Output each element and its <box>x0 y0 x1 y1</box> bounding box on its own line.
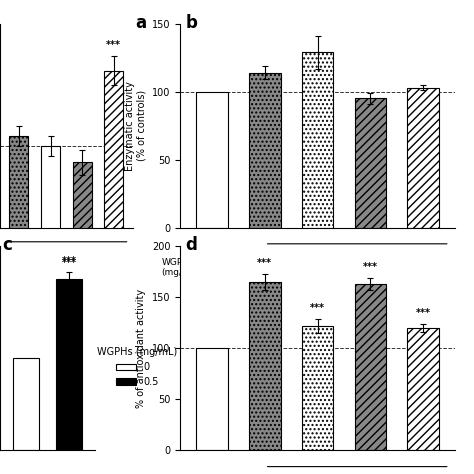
Text: ***: *** <box>62 256 76 266</box>
Text: 0.5: 0.5 <box>59 254 74 264</box>
Text: ***: *** <box>257 258 272 268</box>
Bar <box>13 358 39 450</box>
Bar <box>355 284 386 450</box>
Text: ***: *** <box>363 262 378 272</box>
Bar <box>104 71 123 350</box>
Legend: 0, 0.5: 0, 0.5 <box>93 344 182 391</box>
Bar <box>196 91 228 228</box>
Y-axis label: Enzymatic activity
(% of controls): Enzymatic activity (% of controls) <box>125 81 146 171</box>
Text: 0.5: 0.5 <box>337 258 352 268</box>
Y-axis label: % of antioxidant activity: % of antioxidant activity <box>137 289 146 408</box>
Text: WGPHs
(mg/mL): WGPHs (mg/mL) <box>162 258 200 277</box>
Bar <box>408 88 439 228</box>
Bar <box>408 328 439 450</box>
Bar <box>302 52 333 228</box>
Text: a: a <box>136 14 146 31</box>
Bar <box>355 99 386 228</box>
Bar <box>249 73 281 228</box>
Bar <box>302 326 333 450</box>
Text: ***: *** <box>62 258 76 268</box>
Bar <box>73 162 91 350</box>
Bar <box>41 146 60 350</box>
Text: c: c <box>2 237 12 254</box>
Text: ***: *** <box>416 308 431 318</box>
Bar <box>196 348 228 450</box>
Text: ***: *** <box>106 40 121 50</box>
Bar <box>249 282 281 450</box>
Text: d: d <box>186 237 198 254</box>
Text: ***: *** <box>310 303 325 313</box>
Text: b: b <box>186 14 198 31</box>
Bar <box>56 279 82 450</box>
Bar <box>9 136 28 350</box>
Text: 0: 0 <box>209 258 215 268</box>
